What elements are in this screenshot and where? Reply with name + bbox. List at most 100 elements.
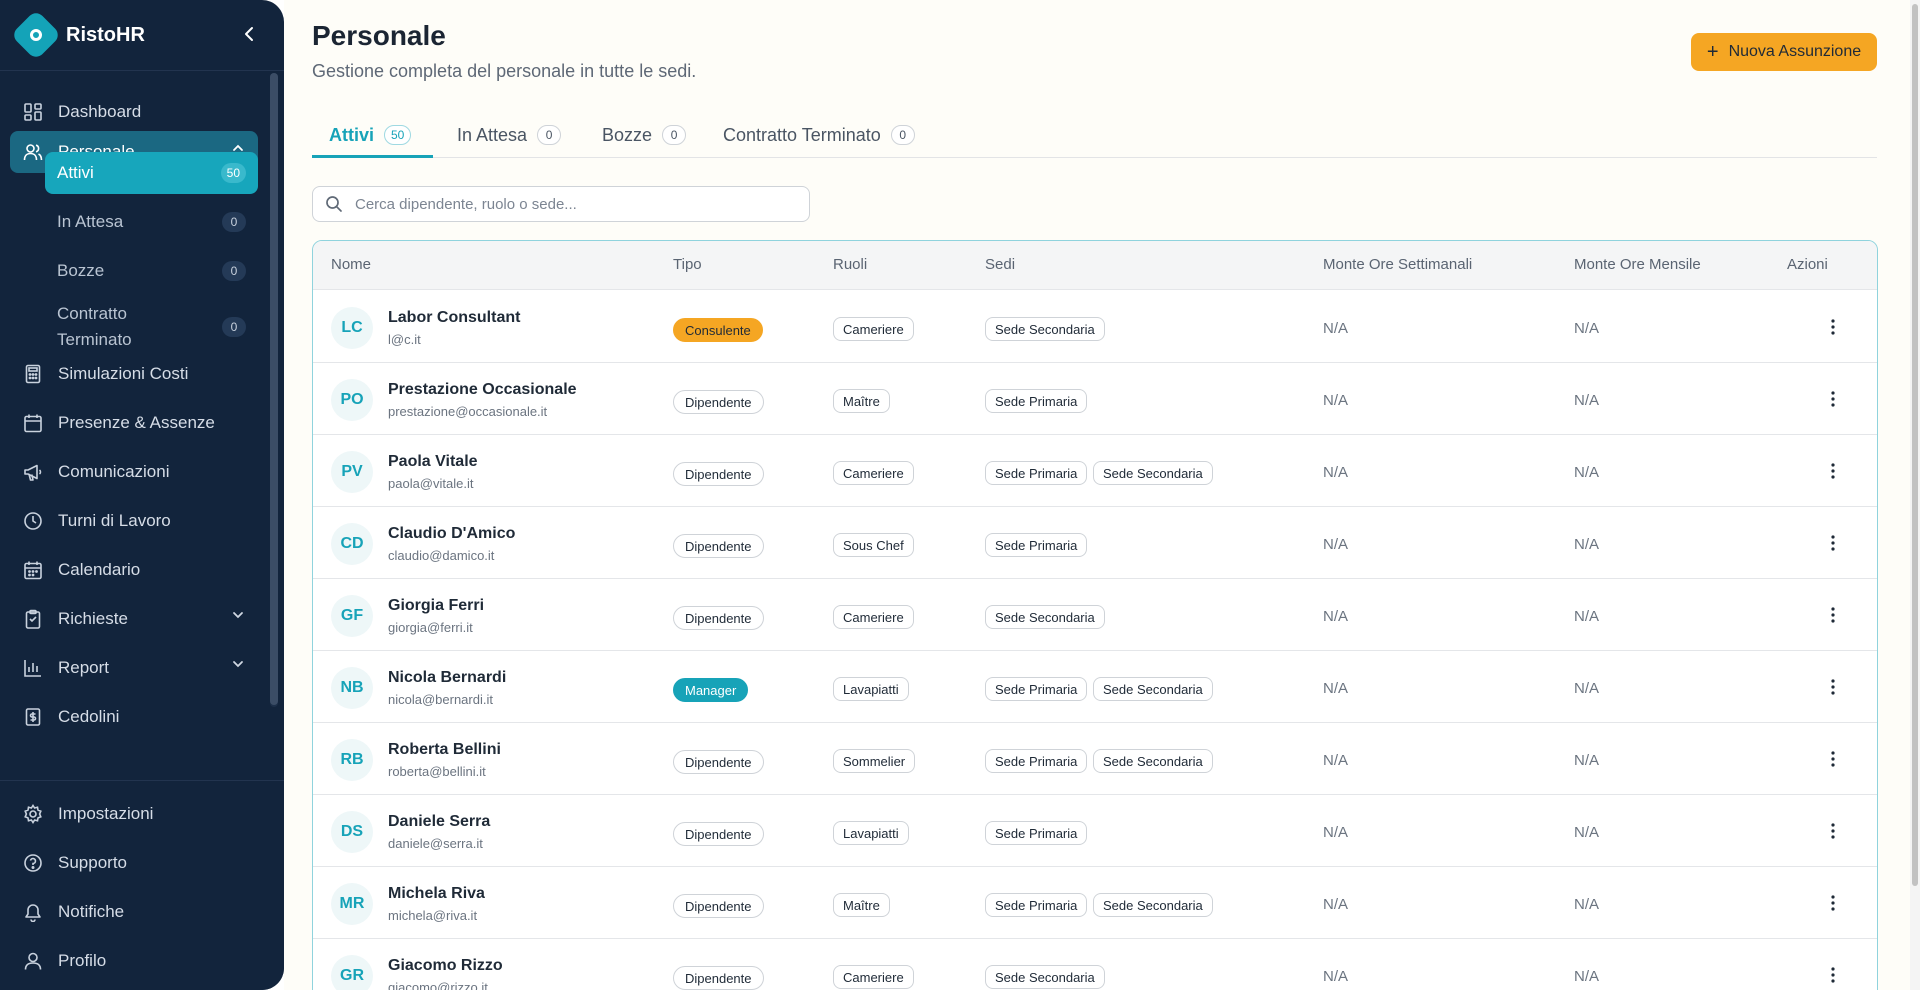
type-badge: Dipendente [673, 750, 764, 774]
page-title: Personale [312, 20, 446, 51]
page-scrollbar-thumb[interactable] [1912, 4, 1918, 886]
monthly-hours: N/A [1574, 824, 1600, 841]
clock-icon [22, 510, 44, 532]
table-row[interactable]: NB Nicola Bernardi nicola@bernardi.it Ma… [313, 651, 1877, 723]
row-actions-button[interactable] [1819, 961, 1847, 989]
sidebar-item-notifiche[interactable]: Notifiche [10, 891, 258, 933]
sidebar-item-simulazioni-costi[interactable]: Simulazioni Costi [10, 353, 258, 395]
role-chip: Cameriere [833, 965, 914, 989]
employee-name[interactable]: Roberta Bellini [388, 741, 501, 758]
weekly-hours: N/A [1323, 824, 1349, 841]
weekly-hours: N/A [1323, 896, 1349, 913]
search-box[interactable] [312, 186, 810, 222]
tab-count-badge: 0 [537, 125, 562, 145]
row-actions-button[interactable] [1819, 457, 1847, 485]
location-chip: Sede Secondaria [1093, 893, 1213, 917]
sidebar-item-presenze-assenze[interactable]: Presenze & Assenze [10, 402, 258, 444]
sidebar-item-report[interactable]: Report [10, 647, 258, 689]
table-row[interactable]: LC Labor Consultant l@c.it Consulente Ca… [313, 291, 1877, 363]
location-chip: Sede Primaria [985, 677, 1088, 701]
location-chip: Sede Primaria [985, 821, 1088, 845]
row-actions-button[interactable] [1819, 385, 1847, 413]
employee-name[interactable]: Claudio D'Amico [388, 525, 516, 542]
column-header-tipo[interactable]: Tipo [673, 256, 702, 273]
type-badge: Manager [673, 678, 749, 702]
sidebar-item-supporto[interactable]: Supporto [10, 842, 258, 884]
row-actions-button[interactable] [1819, 745, 1847, 773]
column-header-monte-ore-mensile[interactable]: Monte Ore Mensile [1574, 256, 1701, 273]
brand[interactable]: RistoHR [10, 9, 145, 61]
tab-in-attesa[interactable]: In Attesa 0 [457, 112, 562, 158]
row-actions-button[interactable] [1819, 601, 1847, 629]
employee-name[interactable]: Prestazione Occasionale [388, 381, 577, 398]
sidebar-item-calendario[interactable]: Calendario [10, 549, 258, 591]
row-actions-button[interactable] [1819, 889, 1847, 917]
row-actions-button[interactable] [1819, 673, 1847, 701]
sidebar-item-comunicazioni[interactable]: Comunicazioni [10, 451, 258, 493]
sidebar-item-label: Supporto [58, 853, 127, 872]
sidebar-item-cedolini[interactable]: Cedolini [10, 696, 258, 738]
table-row[interactable]: MR Michela Riva michela@riva.it Dipenden… [313, 867, 1877, 939]
table-row[interactable]: CD Claudio D'Amico claudio@damico.it Dip… [313, 507, 1877, 579]
sidebar-subitem-bozze[interactable]: Bozze 0 [45, 250, 258, 292]
search-icon [325, 195, 343, 213]
role-chip: Sommelier [833, 749, 916, 773]
table-row[interactable]: PV Paola Vitale paola@vitale.it Dipenden… [313, 435, 1877, 507]
count-badge: 0 [222, 317, 246, 337]
avatar: MR [331, 883, 373, 925]
sidebar-item-label: Calendario [58, 560, 141, 579]
column-header-nome[interactable]: Nome [331, 256, 372, 273]
sidebar-subitem-label: In Attesa [57, 212, 124, 231]
table-row[interactable]: RB Roberta Bellini roberta@bellini.it Di… [313, 723, 1877, 795]
employees-table: Nome Tipo Ruoli Sedi Monte Ore Settimana… [312, 240, 1878, 990]
employee-name[interactable]: Giacomo Rizzo [388, 957, 503, 974]
table-row[interactable]: DS Daniele Serra daniele@serra.it Dipend… [313, 795, 1877, 867]
avatar: GF [331, 595, 373, 637]
location-chip: Sede Primaria [985, 533, 1088, 557]
sidebar-item-turni-di-lavoro[interactable]: Turni di Lavoro [10, 500, 258, 542]
sidebar-scrollbar[interactable] [270, 73, 278, 707]
tab-attivi[interactable]: Attivi 50 [329, 112, 412, 158]
sidebar-subitem-in-attesa[interactable]: In Attesa 0 [45, 201, 258, 243]
search-input[interactable] [355, 195, 795, 213]
sidebar-subitem-attivi[interactable]: Attivi 50 [45, 152, 258, 194]
users-icon [22, 141, 44, 163]
sidebar-item-dashboard[interactable]: Dashboard [10, 91, 258, 133]
monthly-hours: N/A [1574, 608, 1600, 625]
table-row[interactable]: GF Giorgia Ferri giorgia@ferri.it Dipend… [313, 579, 1877, 651]
tab-bozze[interactable]: Bozze 0 [602, 112, 687, 158]
sidebar-item-profilo[interactable]: Profilo [10, 940, 258, 982]
row-actions-button[interactable] [1819, 817, 1847, 845]
tab-contratto-terminato[interactable]: Contratto Terminato 0 [723, 112, 915, 158]
collapse-sidebar-button[interactable] [236, 20, 264, 48]
avatar: PV [331, 451, 373, 493]
table-row[interactable]: PO Prestazione Occasionale prestazione@o… [313, 363, 1877, 435]
role-chip: Lavapiatti [833, 821, 909, 845]
row-actions-button[interactable] [1819, 313, 1847, 341]
employee-name[interactable]: Nicola Bernardi [388, 669, 507, 686]
sidebar-item-richieste[interactable]: Richieste [10, 598, 258, 640]
monthly-hours: N/A [1574, 752, 1600, 769]
sidebar-item-impostazioni[interactable]: Impostazioni [10, 793, 258, 835]
table-row[interactable]: GR Giacomo Rizzo giacomo@rizzo.it Dipend… [313, 939, 1877, 990]
employee-name[interactable]: Daniele Serra [388, 813, 491, 830]
column-header-monte-ore-settimanali[interactable]: Monte Ore Settimanali [1323, 256, 1473, 273]
sidebar-subitem-contratto-terminato[interactable]: Contratto Terminato 0 [45, 297, 258, 357]
employee-name[interactable]: Michela Riva [388, 885, 485, 902]
column-header-ruoli[interactable]: Ruoli [833, 256, 868, 273]
column-header-sedi[interactable]: Sedi [985, 256, 1016, 273]
employee-email: nicola@bernardi.it [388, 692, 493, 707]
avatar: RB [331, 739, 373, 781]
type-badge: Dipendente [673, 894, 764, 918]
employee-name[interactable]: Labor Consultant [388, 309, 521, 326]
sidebar-scrollbar-thumb[interactable] [270, 73, 278, 705]
weekly-hours: N/A [1323, 464, 1349, 481]
location-chip: Sede Secondaria [985, 317, 1105, 341]
kebab-menu-icon [1831, 391, 1835, 407]
role-chip: Cameriere [833, 317, 914, 341]
employee-name[interactable]: Paola Vitale [388, 453, 478, 470]
new-hire-button[interactable]: + Nuova Assunzione [1691, 33, 1877, 71]
row-actions-button[interactable] [1819, 529, 1847, 557]
employee-email: giorgia@ferri.it [388, 620, 473, 635]
employee-name[interactable]: Giorgia Ferri [388, 597, 485, 614]
